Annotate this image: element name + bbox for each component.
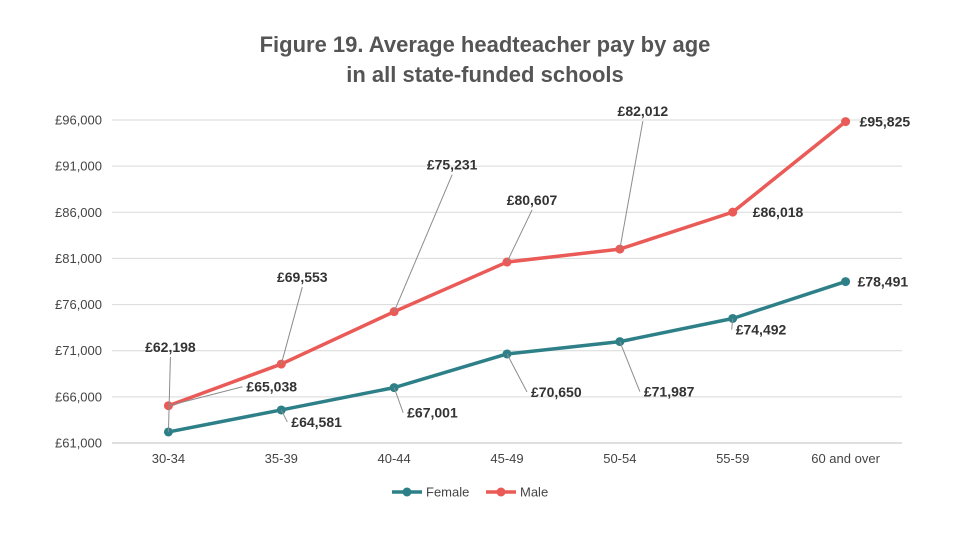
data-label-female: £67,001 xyxy=(407,405,458,421)
data-label-leader xyxy=(506,353,528,393)
y-tick-label: £96,000 xyxy=(55,113,102,128)
x-tick-label: 40-44 xyxy=(378,451,411,466)
data-label-female: £71,987 xyxy=(644,384,695,400)
data-label-leader xyxy=(731,318,734,330)
y-tick-label: £81,000 xyxy=(55,251,102,266)
data-label-male: £65,038 xyxy=(246,379,297,395)
data-label-leader xyxy=(167,356,171,432)
data-point-male xyxy=(728,207,738,217)
data-label-male: £69,553 xyxy=(277,269,328,285)
chart-title: Figure 19. Average headteacher pay by ag… xyxy=(0,30,970,90)
data-label-female: £78,491 xyxy=(858,274,909,290)
x-tick-label: 55-59 xyxy=(716,451,749,466)
y-tick-label: £61,000 xyxy=(55,436,102,451)
y-tick-label: £91,000 xyxy=(55,159,102,174)
data-label-leader xyxy=(280,286,303,365)
data-label-leader xyxy=(393,387,404,413)
data-label-female: £74,492 xyxy=(736,321,787,337)
legend-swatch-marker xyxy=(496,487,506,497)
legend-label: Male xyxy=(520,485,548,500)
legend-label: Female xyxy=(426,485,469,500)
data-label-leader xyxy=(280,409,288,423)
data-label-female: £62,198 xyxy=(145,339,196,355)
data-label-female: £70,650 xyxy=(531,384,582,400)
y-tick-label: £86,000 xyxy=(55,205,102,220)
data-label-male: £80,607 xyxy=(507,192,558,208)
chart-title-line-2: in all state-funded schools xyxy=(346,62,624,87)
x-tick-label: 50-54 xyxy=(603,451,636,466)
data-label-leader xyxy=(506,209,533,263)
data-label-leader xyxy=(168,386,243,407)
data-label-female: £64,581 xyxy=(291,414,342,430)
x-tick-label: 60 and over xyxy=(811,451,880,466)
y-tick-label: £71,000 xyxy=(55,343,102,358)
data-label-male: £95,825 xyxy=(860,114,911,130)
data-point-female xyxy=(841,277,851,287)
data-label-male: £75,231 xyxy=(427,157,478,173)
data-point-male xyxy=(841,117,851,127)
data-label-male: £86,018 xyxy=(753,204,804,220)
legend-swatch-marker xyxy=(402,487,412,497)
data-label-leader xyxy=(393,174,453,312)
x-tick-label: 35-39 xyxy=(265,451,298,466)
data-label-male: £82,012 xyxy=(618,103,669,119)
chart-title-line-1: Figure 19. Average headteacher pay by ag… xyxy=(259,32,711,57)
y-tick-label: £66,000 xyxy=(55,389,102,404)
data-label-leader xyxy=(619,121,644,250)
data-label-leader xyxy=(619,341,641,392)
x-tick-label: 30-34 xyxy=(152,451,185,466)
x-tick-label: 45-49 xyxy=(490,451,523,466)
y-tick-label: £76,000 xyxy=(55,297,102,312)
